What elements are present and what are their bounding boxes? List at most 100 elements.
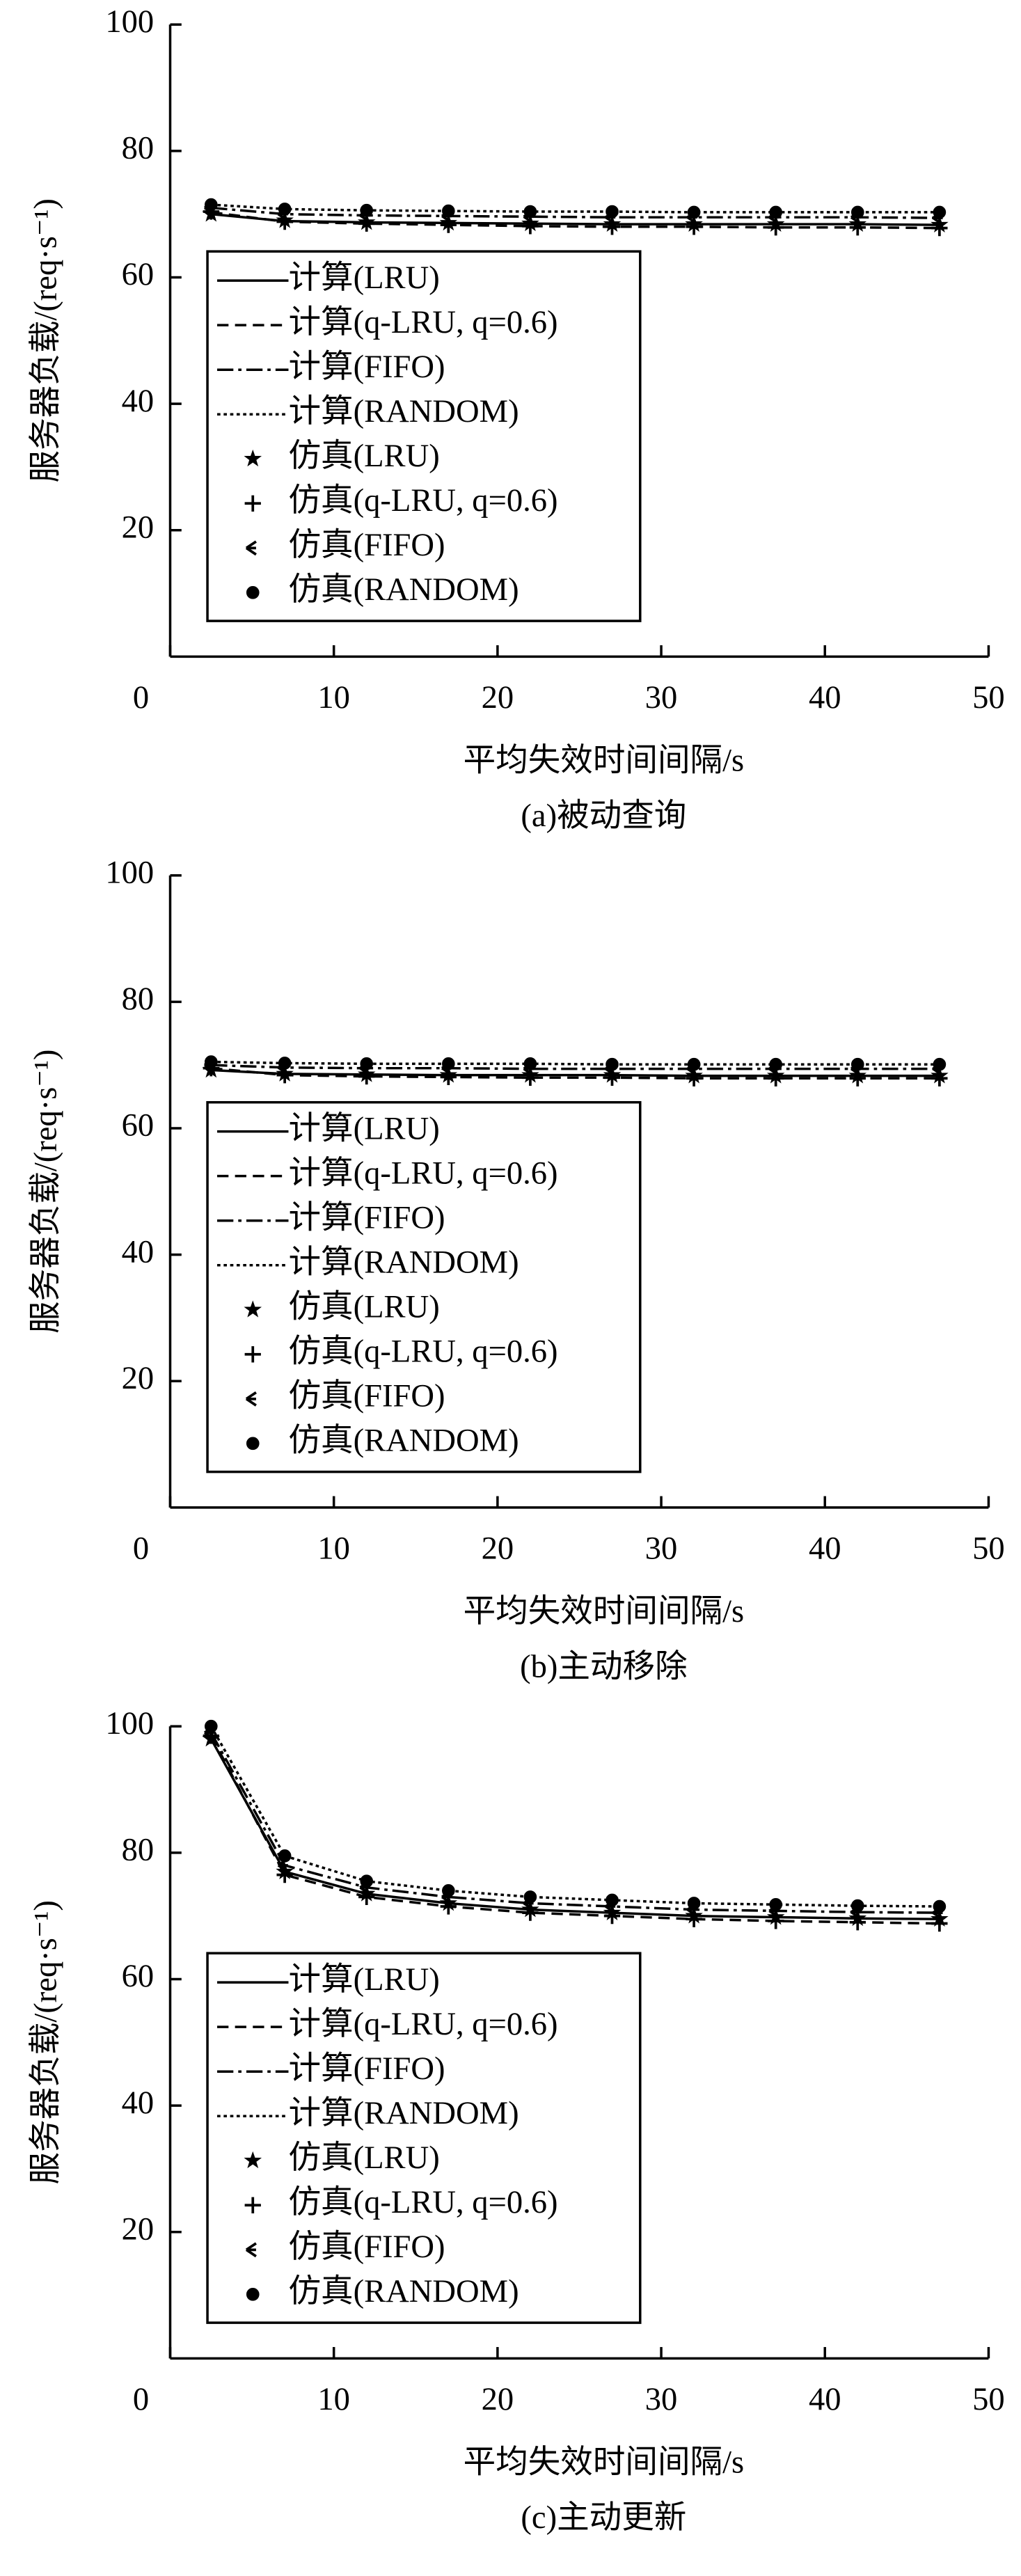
marker-dot bbox=[606, 1057, 619, 1071]
legend-marker bbox=[245, 1391, 257, 1407]
legend-label: 仿真(FIFO) bbox=[288, 528, 445, 563]
marker-dot bbox=[769, 205, 783, 219]
legend-marker bbox=[244, 1300, 262, 1318]
series-line bbox=[211, 206, 940, 219]
marker-dot bbox=[360, 1057, 374, 1070]
marker-dot bbox=[360, 1874, 374, 1888]
x-tick-label: 40 bbox=[809, 2382, 841, 2417]
x-tick-label: 0 bbox=[133, 2382, 149, 2417]
caption: (c)主动更新 bbox=[521, 2500, 686, 2536]
x-tick-label: 40 bbox=[809, 680, 841, 716]
marker-dot bbox=[360, 203, 374, 217]
legend-label: 计算(RANDOM) bbox=[288, 394, 519, 429]
series-line bbox=[209, 1732, 940, 1914]
legend-label: 仿真(RANDOM) bbox=[288, 1423, 519, 1459]
marker-dot bbox=[204, 1719, 218, 1733]
marker-plus bbox=[358, 215, 375, 232]
legend-label: 计算(FIFO) bbox=[288, 349, 445, 385]
y-tick-label: 40 bbox=[122, 384, 155, 419]
legend-label: 仿真(LRU) bbox=[288, 2140, 439, 2176]
marker-dot bbox=[442, 204, 455, 218]
caption: (b)主动移除 bbox=[520, 1648, 688, 1684]
marker-dot bbox=[278, 1057, 292, 1070]
marker-dot bbox=[606, 205, 619, 219]
legend-label: 计算(FIFO) bbox=[288, 2051, 445, 2087]
marker-dot bbox=[606, 1893, 619, 1907]
series-line bbox=[211, 1066, 940, 1080]
legend-marker bbox=[244, 449, 262, 467]
legend-label: 仿真(LRU) bbox=[288, 438, 439, 474]
y-tick-label: 60 bbox=[122, 1108, 155, 1144]
y-axis-label: 服务器负载/(req·s⁻¹) bbox=[29, 1050, 64, 1334]
marker-dot bbox=[442, 1057, 455, 1070]
x-tick-label: 50 bbox=[972, 680, 1005, 716]
series-line bbox=[211, 1068, 940, 1077]
y-tick-label: 100 bbox=[105, 1706, 154, 1741]
marker-dot bbox=[933, 1899, 947, 1913]
legend-label: 计算(FIFO) bbox=[288, 1200, 445, 1235]
legend-label: 计算(q-LRU, q=0.6) bbox=[288, 305, 557, 340]
marker-dot bbox=[442, 1884, 455, 1897]
marker-dot bbox=[278, 1849, 292, 1863]
legend-marker bbox=[245, 540, 257, 556]
legend-label: 仿真(FIFO) bbox=[288, 1379, 445, 1414]
marker-dot bbox=[687, 205, 701, 219]
y-tick-label: 40 bbox=[122, 1234, 155, 1270]
x-tick-label: 10 bbox=[317, 1531, 350, 1566]
marker-dot bbox=[278, 203, 292, 216]
x-tick-label: 40 bbox=[809, 1531, 841, 1566]
x-tick-label: 50 bbox=[972, 1531, 1005, 1566]
legend-box bbox=[206, 1952, 642, 2324]
legend-label: 仿真(q-LRU, q=0.6) bbox=[288, 2185, 557, 2220]
y-tick-label: 100 bbox=[105, 4, 154, 40]
legend-label: 计算(q-LRU, q=0.6) bbox=[288, 2007, 557, 2042]
y-tick-label: 80 bbox=[122, 1833, 155, 1868]
series-line bbox=[209, 1725, 940, 1908]
marker-plus bbox=[276, 213, 293, 230]
marker-plus bbox=[358, 1068, 375, 1085]
marker-dot bbox=[850, 1057, 864, 1071]
marker-dot bbox=[523, 205, 537, 219]
y-tick-label: 20 bbox=[122, 1361, 155, 1396]
y-tick-label: 20 bbox=[122, 509, 155, 545]
series-line bbox=[209, 1738, 940, 1920]
legend-label: 仿真(LRU) bbox=[288, 1289, 439, 1325]
y-axis-label: 服务器负载/(req·s⁻¹) bbox=[29, 198, 64, 482]
marker-dot bbox=[687, 1057, 701, 1071]
y-tick-label: 20 bbox=[122, 2211, 155, 2247]
legend-label: 仿真(q-LRU, q=0.6) bbox=[288, 483, 557, 519]
marker-dot bbox=[769, 1897, 783, 1911]
legend-marker bbox=[246, 586, 260, 599]
y-tick-label: 60 bbox=[122, 257, 155, 292]
marker-dot bbox=[933, 1057, 947, 1071]
caption: (a)被动查询 bbox=[521, 798, 686, 834]
marker-dot bbox=[850, 1899, 864, 1913]
marker-dot bbox=[850, 205, 864, 219]
legend-label: 仿真(RANDOM) bbox=[288, 572, 519, 608]
series-line bbox=[211, 211, 940, 230]
legend-marker bbox=[244, 2151, 262, 2169]
legend-marker bbox=[244, 2197, 261, 2213]
x-tick-label: 30 bbox=[645, 1531, 678, 1566]
series-line bbox=[211, 1060, 940, 1066]
marker-dot bbox=[687, 1897, 701, 1910]
legend-marker bbox=[244, 495, 261, 512]
legend-label: 计算(LRU) bbox=[288, 260, 439, 296]
legend-marker bbox=[244, 1346, 261, 1363]
x-tick-label: 10 bbox=[317, 2382, 350, 2417]
x-tick-label: 20 bbox=[482, 2382, 514, 2417]
legend-label: 计算(q-LRU, q=0.6) bbox=[288, 1155, 557, 1191]
legend-label: 计算(LRU) bbox=[288, 1962, 439, 1998]
x-tick-label: 20 bbox=[482, 1531, 514, 1566]
legend-label: 计算(RANDOM) bbox=[288, 1244, 519, 1280]
marker-dot bbox=[204, 198, 218, 212]
y-tick-label: 100 bbox=[105, 855, 154, 890]
x-axis-label: 平均失效时间间隔/s bbox=[464, 743, 745, 779]
marker-dot bbox=[523, 1057, 537, 1070]
x-tick-label: 30 bbox=[645, 680, 678, 716]
legend-box bbox=[206, 250, 642, 622]
x-tick-label: 0 bbox=[133, 680, 149, 716]
marker-dot bbox=[523, 1890, 537, 1904]
marker-dot bbox=[204, 1055, 218, 1068]
x-tick-label: 10 bbox=[317, 680, 350, 716]
